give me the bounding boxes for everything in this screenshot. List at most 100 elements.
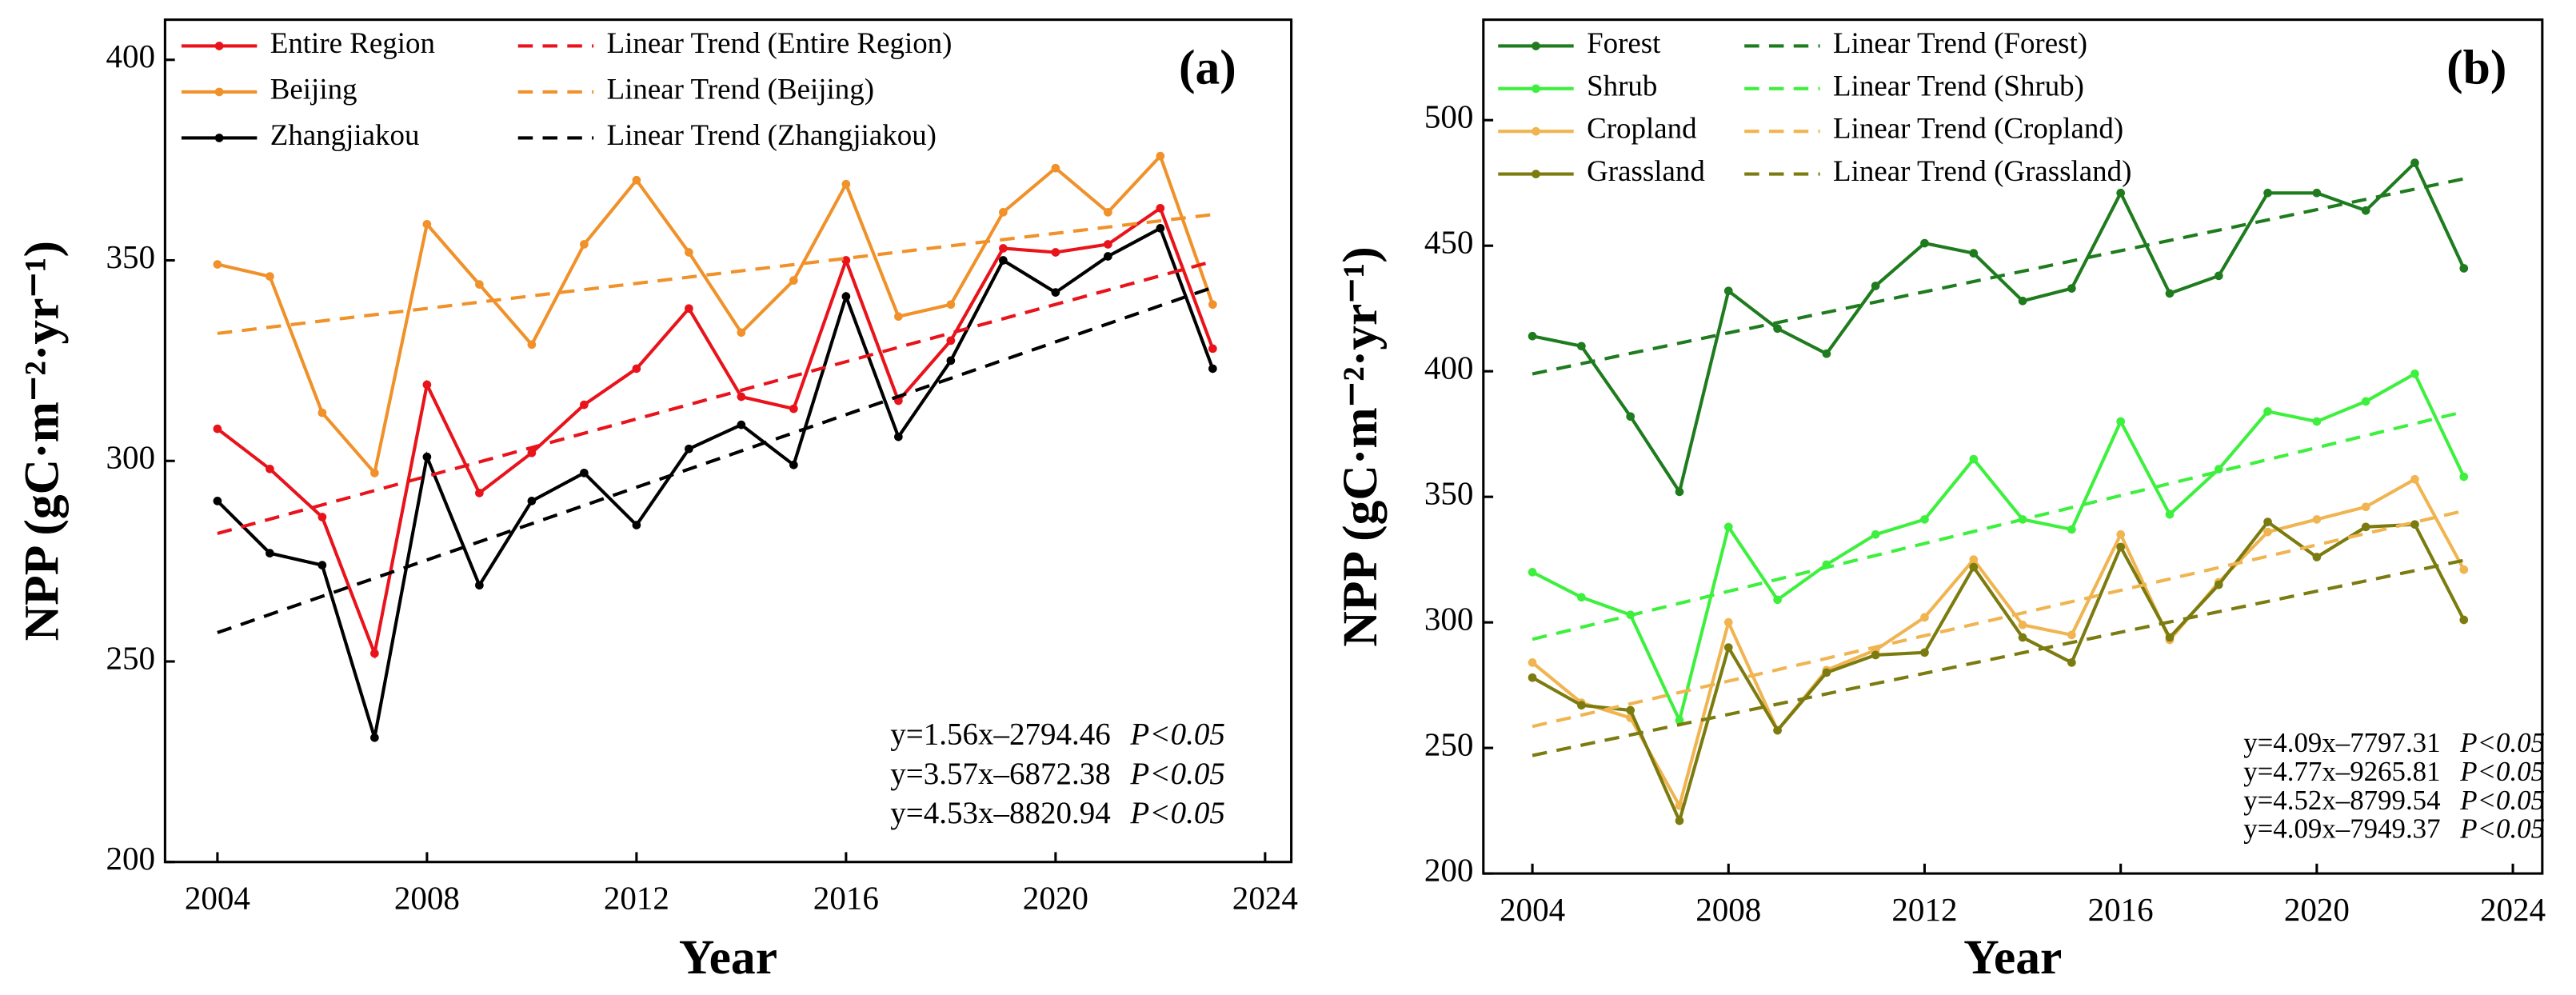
legend-label: Linear Trend (Cropland) bbox=[1833, 112, 2123, 146]
data-point bbox=[318, 408, 327, 418]
legend-label: Zhangjiakou bbox=[270, 118, 420, 151]
series-line bbox=[1532, 371, 2466, 725]
data-point bbox=[527, 340, 537, 350]
data-point bbox=[2459, 472, 2469, 482]
data-point bbox=[685, 304, 693, 314]
legend-label: Linear Trend (Shrub) bbox=[1833, 69, 2084, 102]
series-line bbox=[216, 226, 1215, 738]
data-point bbox=[2067, 525, 2076, 534]
legend-label: Shrub bbox=[1587, 69, 1657, 102]
legend-label: Beijing bbox=[270, 72, 357, 105]
legend-marker bbox=[214, 42, 224, 50]
data-point bbox=[2459, 264, 2469, 273]
y-tick-label: 400 bbox=[106, 38, 155, 74]
trend-equation: y=4.53x–8820.94 bbox=[890, 796, 1111, 830]
data-point bbox=[841, 179, 851, 189]
trend-equation: y=4.09x–7949.37 bbox=[2243, 813, 2440, 845]
data-point bbox=[1969, 454, 1979, 464]
series-line bbox=[1532, 160, 2466, 496]
data-point bbox=[1156, 151, 1165, 161]
data-point bbox=[1626, 412, 1635, 422]
trend-equation: y=4.77x–9265.81 bbox=[2243, 756, 2440, 787]
series-line bbox=[1532, 519, 2466, 826]
p-value: P<0.05 bbox=[2459, 756, 2545, 787]
data-point bbox=[737, 328, 746, 338]
data-point bbox=[422, 220, 432, 229]
x-tick-label: 2020 bbox=[2284, 891, 2350, 928]
y-tick-label: 300 bbox=[106, 439, 155, 476]
data-point bbox=[894, 432, 903, 442]
panel-label: (a) bbox=[1179, 40, 1236, 94]
data-point bbox=[894, 312, 903, 322]
data-point bbox=[1822, 349, 1831, 358]
data-point bbox=[946, 300, 956, 310]
data-point bbox=[1577, 701, 1586, 710]
legend-label: Linear Trend (Zhangjiakou) bbox=[607, 118, 937, 152]
data-point bbox=[2410, 369, 2419, 378]
data-point bbox=[2361, 502, 2370, 512]
trend-line bbox=[1532, 177, 2465, 376]
data-point bbox=[1723, 617, 1733, 627]
data-point bbox=[2165, 509, 2175, 519]
data-point bbox=[2361, 522, 2370, 532]
data-point bbox=[422, 380, 432, 390]
data-point bbox=[2361, 397, 2370, 406]
data-point bbox=[737, 420, 746, 430]
data-point bbox=[1822, 668, 1831, 677]
legend-marker bbox=[1532, 170, 1540, 178]
data-point bbox=[2165, 633, 2175, 642]
data-point bbox=[527, 497, 537, 505]
x-tick-label: 2012 bbox=[604, 879, 669, 916]
data-point bbox=[475, 581, 484, 590]
data-point bbox=[1969, 555, 1979, 564]
x-tick-label: 2020 bbox=[1023, 879, 1088, 916]
data-point bbox=[2116, 417, 2126, 426]
data-point bbox=[1208, 300, 1217, 310]
data-point bbox=[2018, 296, 2027, 306]
legend-label: Linear Trend (Beijing) bbox=[607, 72, 874, 106]
data-point bbox=[1675, 487, 1684, 497]
data-point bbox=[1528, 658, 1537, 667]
x-tick-label: 2016 bbox=[813, 879, 879, 916]
data-point bbox=[318, 561, 327, 569]
trend-equation: y=1.56x–2794.46 bbox=[890, 717, 1111, 752]
legend-label: Cropland bbox=[1587, 112, 1697, 145]
data-point bbox=[1871, 650, 1880, 660]
data-point bbox=[2067, 630, 2076, 640]
data-point bbox=[1528, 568, 1537, 577]
x-tick-label: 2008 bbox=[1695, 891, 1761, 928]
series-line bbox=[1531, 477, 2466, 810]
y-tick-label: 250 bbox=[106, 639, 155, 676]
panel-label: (b) bbox=[2446, 40, 2506, 94]
series-line bbox=[216, 206, 1215, 660]
trend-equation: y=4.09x–7797.31 bbox=[2243, 727, 2440, 758]
trend-equation: y=3.57x–6872.38 bbox=[890, 757, 1111, 791]
data-point bbox=[1969, 249, 1979, 258]
plot-frame bbox=[1482, 18, 2544, 875]
p-value: P<0.05 bbox=[2459, 813, 2545, 845]
data-point bbox=[2018, 620, 2027, 629]
data-point bbox=[1773, 595, 1782, 605]
legend-marker bbox=[1532, 84, 1540, 94]
y-tick-label: 350 bbox=[1424, 475, 1474, 512]
data-point bbox=[1723, 286, 1733, 296]
data-point bbox=[1969, 562, 1979, 572]
y-tick-label: 250 bbox=[1424, 726, 1474, 763]
data-point bbox=[580, 468, 589, 478]
data-point bbox=[370, 649, 379, 658]
data-point bbox=[2067, 658, 2076, 667]
data-point bbox=[1156, 224, 1165, 233]
x-tick-label: 2008 bbox=[394, 879, 460, 916]
trend-line bbox=[217, 286, 1214, 634]
data-point bbox=[1920, 238, 1929, 248]
data-point bbox=[1871, 529, 1880, 539]
x-axis-title: Year bbox=[679, 930, 777, 985]
data-point bbox=[2214, 271, 2223, 281]
data-point bbox=[685, 248, 693, 257]
data-point bbox=[1208, 364, 1217, 374]
data-point bbox=[422, 452, 432, 462]
data-point bbox=[2410, 520, 2419, 529]
data-point bbox=[2410, 474, 2419, 484]
data-point bbox=[266, 272, 274, 281]
legend-label: Linear Trend (Entire Region) bbox=[607, 26, 953, 60]
